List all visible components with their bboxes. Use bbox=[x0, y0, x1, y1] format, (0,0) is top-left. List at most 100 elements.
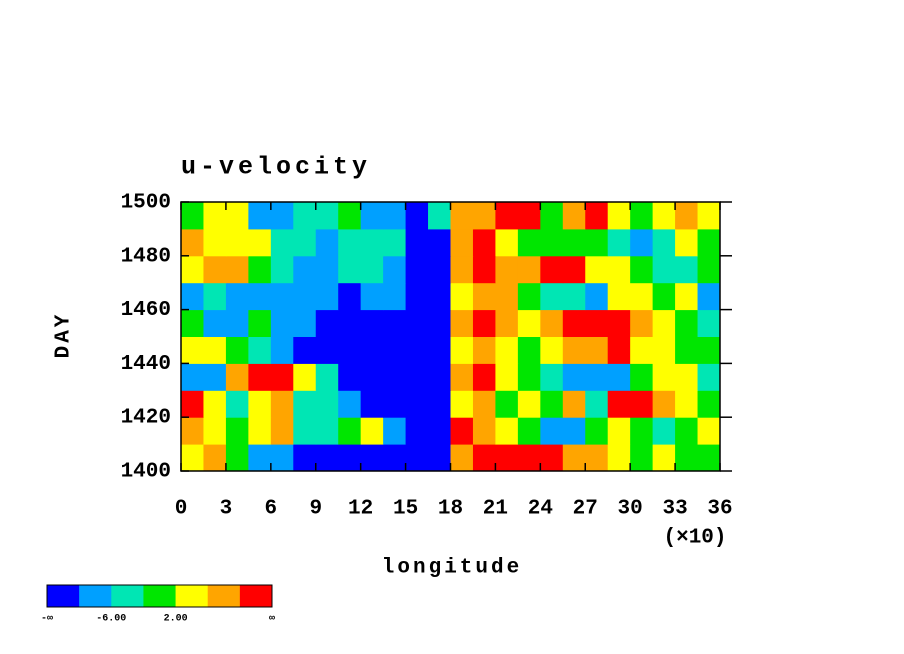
cell bbox=[450, 255, 474, 284]
cell bbox=[697, 202, 721, 230]
x-axis-label: longitude bbox=[382, 557, 522, 580]
cell bbox=[405, 417, 429, 445]
x-tick-label: 18 bbox=[438, 498, 463, 521]
cell bbox=[495, 417, 519, 445]
cell bbox=[495, 309, 519, 337]
cell bbox=[630, 417, 654, 445]
cell bbox=[630, 282, 654, 311]
cell bbox=[697, 228, 721, 257]
x-tick-label: 21 bbox=[483, 498, 508, 521]
cell bbox=[293, 336, 317, 364]
cell bbox=[652, 390, 676, 418]
cell bbox=[495, 228, 519, 257]
cell bbox=[405, 309, 429, 337]
y-tick-label: 1480 bbox=[121, 245, 171, 268]
cell bbox=[225, 390, 249, 418]
cell bbox=[428, 417, 451, 445]
cell bbox=[383, 390, 407, 418]
cell bbox=[338, 309, 362, 337]
cell bbox=[607, 444, 631, 472]
cell bbox=[630, 228, 654, 257]
cell bbox=[517, 390, 541, 418]
cell bbox=[181, 363, 204, 391]
cell bbox=[607, 228, 631, 257]
cell bbox=[225, 255, 249, 284]
cell bbox=[540, 363, 564, 391]
cell bbox=[472, 282, 496, 311]
cell bbox=[315, 390, 339, 418]
cell bbox=[315, 309, 339, 337]
cell bbox=[270, 363, 294, 391]
cell bbox=[338, 255, 362, 284]
cell bbox=[315, 202, 339, 230]
cell bbox=[472, 417, 496, 445]
cell bbox=[585, 282, 609, 311]
cell bbox=[675, 202, 699, 230]
colorbar-label: 2.00 bbox=[164, 614, 188, 625]
y-tick-label: 1500 bbox=[121, 192, 171, 215]
cell bbox=[360, 228, 384, 257]
cell bbox=[225, 202, 249, 230]
cell bbox=[495, 444, 519, 472]
cell bbox=[428, 228, 451, 257]
cell bbox=[472, 228, 496, 257]
cell bbox=[225, 309, 249, 337]
y-tick-label: 1460 bbox=[121, 299, 171, 322]
cell bbox=[405, 363, 429, 391]
cell bbox=[652, 202, 676, 230]
y-tick-label: 1400 bbox=[121, 461, 171, 484]
colorbar-swatch bbox=[239, 585, 273, 607]
cell bbox=[360, 363, 384, 391]
cell bbox=[517, 255, 541, 284]
cell bbox=[585, 255, 609, 284]
colorbar-swatch bbox=[207, 585, 241, 607]
cell bbox=[517, 228, 541, 257]
cell bbox=[428, 363, 451, 391]
cell bbox=[203, 363, 227, 391]
cell bbox=[607, 202, 631, 230]
cell bbox=[697, 417, 721, 445]
cell bbox=[338, 336, 362, 364]
x-tick-label: 27 bbox=[573, 498, 598, 521]
cell bbox=[181, 417, 204, 445]
cell bbox=[181, 255, 204, 284]
cell bbox=[248, 255, 272, 284]
x-tick-label: 24 bbox=[528, 498, 553, 521]
cell bbox=[585, 363, 609, 391]
cell bbox=[675, 255, 699, 284]
cell bbox=[315, 282, 339, 311]
cell bbox=[428, 282, 451, 311]
cell bbox=[383, 363, 407, 391]
cell bbox=[540, 444, 564, 472]
cell bbox=[652, 228, 676, 257]
cell bbox=[293, 363, 317, 391]
cell bbox=[652, 444, 676, 472]
cell bbox=[472, 309, 496, 337]
cell bbox=[697, 363, 721, 391]
cell bbox=[472, 390, 496, 418]
x-multiplier: (×10) bbox=[663, 527, 726, 550]
cell bbox=[181, 309, 204, 337]
cell bbox=[517, 444, 541, 472]
cell bbox=[630, 309, 654, 337]
cell bbox=[495, 390, 519, 418]
cell bbox=[562, 228, 586, 257]
cell bbox=[450, 390, 474, 418]
cell bbox=[293, 309, 317, 337]
cell bbox=[607, 336, 631, 364]
cell bbox=[225, 417, 249, 445]
cell bbox=[652, 255, 676, 284]
cell bbox=[405, 336, 429, 364]
cell bbox=[293, 228, 317, 257]
cell bbox=[383, 417, 407, 445]
cell bbox=[495, 202, 519, 230]
cell bbox=[607, 390, 631, 418]
cell bbox=[248, 336, 272, 364]
cell bbox=[225, 228, 249, 257]
cell bbox=[203, 228, 227, 257]
cell bbox=[630, 363, 654, 391]
colorbar-label: -∞ bbox=[41, 614, 53, 625]
cell bbox=[338, 202, 362, 230]
cell bbox=[383, 309, 407, 337]
